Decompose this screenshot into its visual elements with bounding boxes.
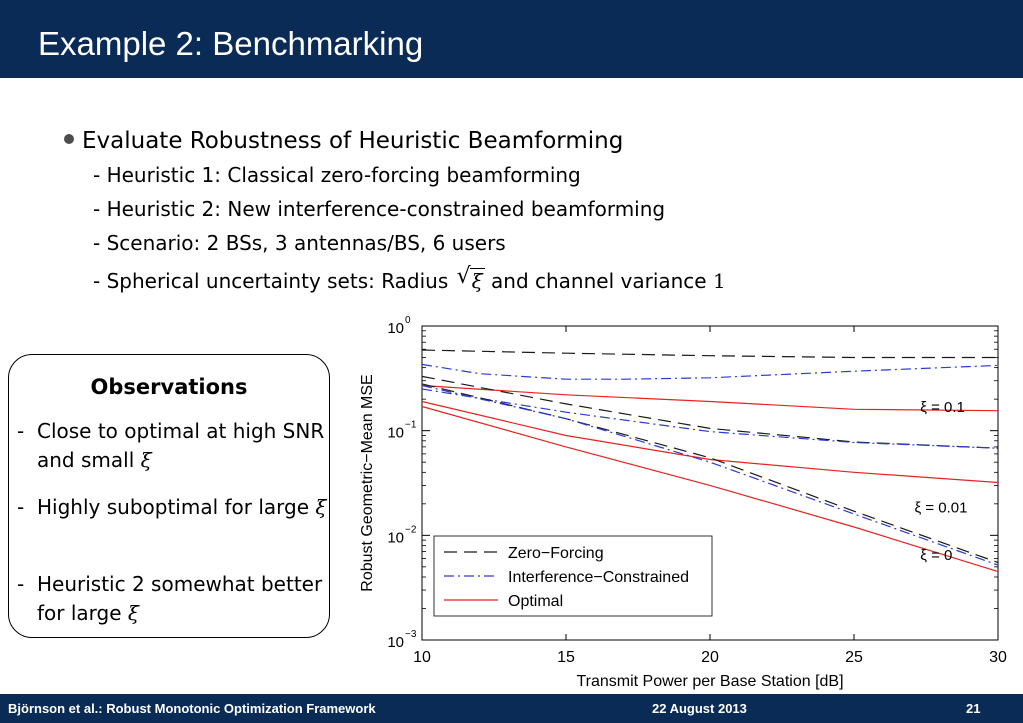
x-tick-label: 10 bbox=[413, 649, 431, 666]
sqrt-radical-icon: √ bbox=[456, 264, 471, 289]
header-bar: Example 2: Benchmarking bbox=[0, 0, 1023, 78]
y-axis-label: Robust Geometric−Mean MSE bbox=[359, 374, 376, 591]
x-axis-label: Transmit Power per Base Station [dB] bbox=[576, 673, 843, 690]
bullet-sub-4: - Spherical uncertainty sets: Radius √ ξ … bbox=[64, 264, 726, 298]
footer-page-number: 21 bbox=[966, 701, 981, 716]
series-line bbox=[421, 349, 998, 359]
x-tick-label: 30 bbox=[989, 649, 1007, 666]
x-tick-label: 25 bbox=[845, 649, 863, 666]
bullet-sub-3: - Scenario: 2 BSs, 3 antennas/BS, 6 user… bbox=[93, 231, 506, 255]
series-line bbox=[421, 405, 999, 573]
observations-box: Observations - Close to optimal at high … bbox=[8, 354, 330, 638]
series-line bbox=[421, 384, 999, 412]
bullet-list: Evaluate Robustness of Heuristic Beamfor… bbox=[64, 124, 726, 298]
footer-bar: Björnson et al.: Robust Monotonic Optimi… bbox=[0, 694, 1023, 723]
series-line bbox=[421, 400, 999, 484]
observation-dash: - bbox=[17, 419, 25, 443]
series-line bbox=[421, 383, 999, 564]
legend-label: Interference−Constrained bbox=[508, 569, 689, 586]
footer-author: Björnson et al.: Robust Monotonic Optimi… bbox=[8, 701, 376, 716]
legend-box bbox=[433, 535, 713, 617]
bullet-sub-4-pre: - Spherical uncertainty sets: Radius bbox=[93, 269, 449, 293]
sqrt-xi-symbol: ξ bbox=[469, 268, 485, 293]
y-tick-label-exp: −3 bbox=[405, 629, 417, 640]
bullet-dot-icon bbox=[64, 133, 74, 144]
bullet-main-text: Evaluate Robustness of Heuristic Beamfor… bbox=[82, 128, 624, 154]
bullet-sub-2: - Heuristic 2: New interference-constrai… bbox=[93, 197, 666, 221]
bullet-main: Evaluate Robustness of Heuristic Beamfor… bbox=[64, 124, 726, 158]
footer-date: 22 August 2013 bbox=[652, 701, 747, 716]
curve-annotation: ξ = 0.1 bbox=[920, 399, 965, 416]
observation-sym-3: ξ bbox=[127, 601, 139, 625]
y-tick-label-base: 10 bbox=[387, 529, 404, 546]
legend-label: Optimal bbox=[508, 593, 563, 610]
observation-sym-1: ξ bbox=[140, 448, 152, 472]
series-line bbox=[421, 388, 999, 449]
slide-title: Example 2: Benchmarking bbox=[38, 25, 424, 62]
bullet-sub-4-one: 1 bbox=[712, 269, 726, 293]
observations-title: Observations bbox=[90, 375, 248, 399]
bullet-sub-4-mid: and channel variance bbox=[491, 269, 707, 293]
observation-item-2: - Highly suboptimal for large ξ bbox=[17, 493, 326, 522]
series-line bbox=[421, 363, 999, 380]
sqrt-xi: √ ξ bbox=[457, 264, 485, 298]
x-tick-label: 20 bbox=[701, 649, 719, 666]
observation-text-3: Heuristic 2 somewhat better for large bbox=[37, 572, 323, 625]
x-tick-label: 15 bbox=[557, 649, 575, 666]
y-tick-label-exp: −1 bbox=[405, 420, 417, 431]
legend-label: Zero−Forcing bbox=[508, 545, 604, 562]
y-tick-label-base: 10 bbox=[387, 634, 404, 651]
y-tick-label-base: 10 bbox=[387, 425, 404, 442]
observation-dash: - bbox=[17, 572, 25, 596]
curve-annotation: ξ = 0.01 bbox=[914, 499, 967, 516]
observation-item-1: - Close to optimal at high SNR and small… bbox=[17, 417, 329, 475]
observation-text-1: Close to optimal at high SNR and small bbox=[37, 419, 325, 472]
y-tick-label-exp: −2 bbox=[405, 524, 417, 535]
curve-annotation: ξ = 0 bbox=[920, 547, 952, 564]
series-line bbox=[421, 384, 999, 566]
observation-text-2: Highly suboptimal for large bbox=[37, 495, 310, 519]
y-tick-label-exp: 0 bbox=[405, 315, 411, 326]
observation-item-3: - Heuristic 2 somewhat better for large … bbox=[17, 570, 329, 628]
observation-dash: - bbox=[17, 495, 25, 519]
y-tick-label-base: 10 bbox=[387, 320, 404, 337]
bullet-sub-1: - Heuristic 1: Classical zero-forcing be… bbox=[93, 163, 581, 187]
observation-sym-2: ξ bbox=[315, 495, 327, 519]
